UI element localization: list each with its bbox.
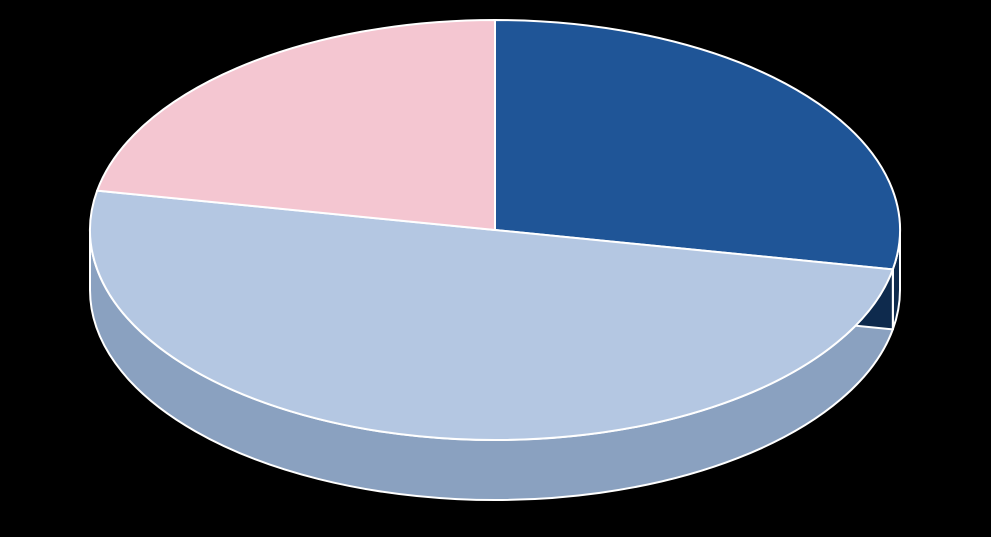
pie-3d-chart <box>0 0 991 537</box>
